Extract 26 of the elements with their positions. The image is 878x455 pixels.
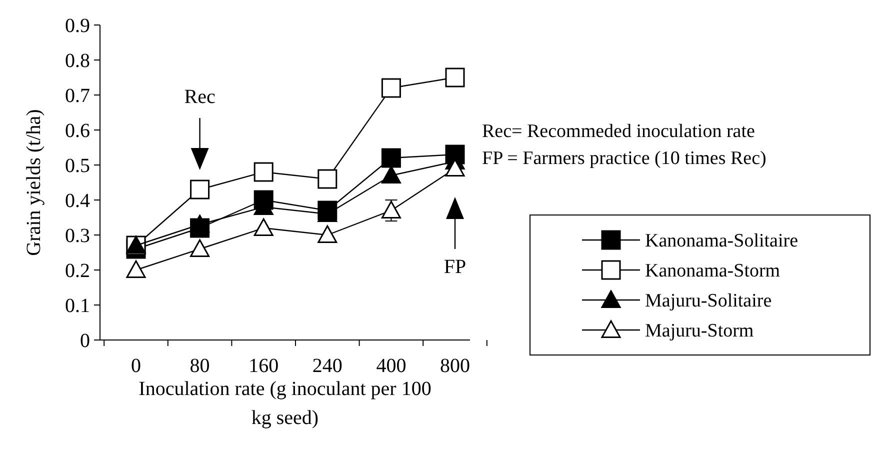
x-axis-title: Inoculation rate (g inoculant per 100 kg seed) (138, 378, 432, 429)
y-tick-label: 0.2 (65, 260, 90, 282)
y-tick-label: 0.5 (65, 155, 90, 177)
x-tick-label: 400 (376, 355, 406, 377)
x-tick-label: 160 (248, 355, 279, 377)
legend-label: Kanonama-Storm (645, 260, 780, 282)
annotation: Rec (184, 86, 216, 108)
x-tick-label: 240 (312, 355, 342, 377)
y-tick-label: 0 (80, 330, 90, 352)
y-tick-label: 0.7 (65, 85, 90, 107)
text: FP = Farmers practice (10 times Rec) (482, 148, 766, 169)
y-tick-label: 0.8 (65, 50, 90, 72)
legend-label: Majuru-Solitaire (645, 290, 772, 312)
y-tick-label: 0.3 (65, 225, 90, 247)
legend-label: Majuru-Storm (645, 320, 754, 342)
y-tick-label: 0.1 (65, 295, 90, 317)
x-tick-label: 800 (440, 355, 470, 377)
x-tick-label: 80 (190, 355, 210, 377)
y-tick-label: 0.4 (65, 190, 90, 212)
y-axis-title: Grain yields (t/ha) (23, 109, 45, 256)
annotation: FP (444, 256, 466, 278)
y-tick-label: 0.6 (65, 120, 90, 142)
legend-label: Kanonama-Solitaire (645, 230, 798, 252)
text: Rec= Recommeded inoculation rate (482, 121, 755, 142)
x-tick-label: 0 (131, 355, 141, 377)
y-tick-label: 0.9 (65, 15, 90, 37)
